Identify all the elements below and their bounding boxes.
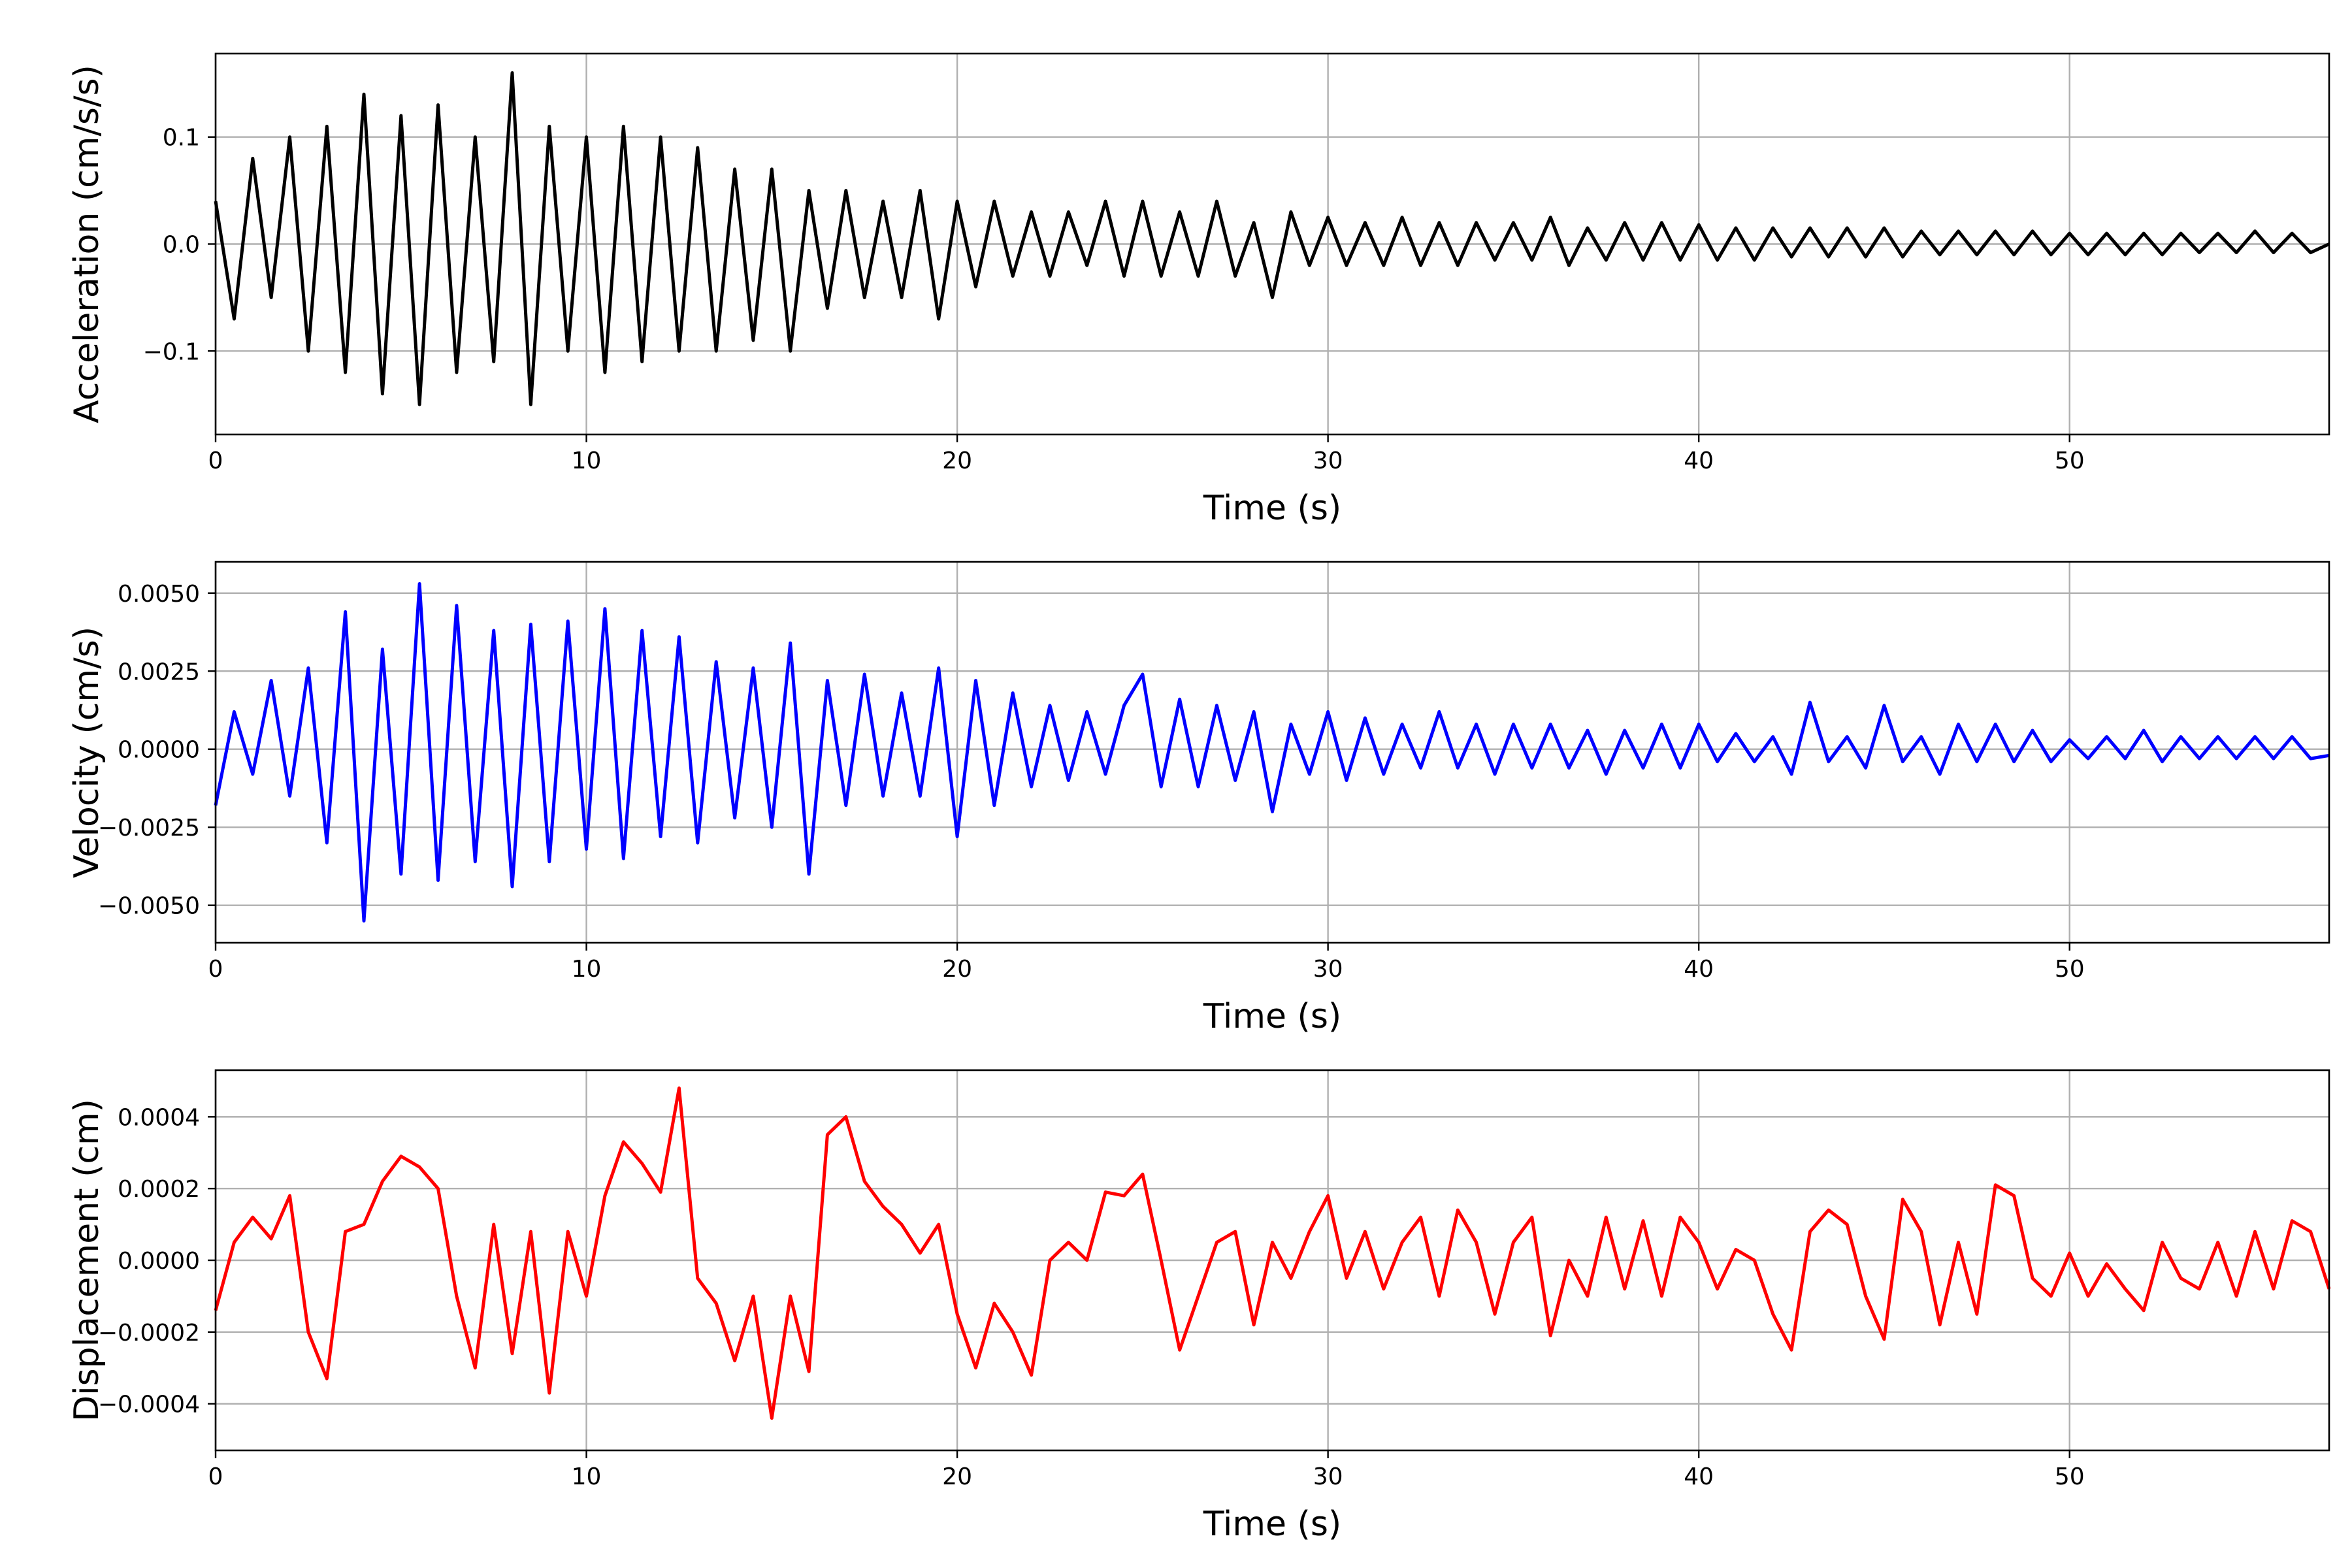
acceleration-xtick-label-3: 30 [1313, 448, 1343, 474]
displacement-y-axis-label: Displacement (cm) [67, 1099, 106, 1422]
velocity-xtick-label-3: 30 [1313, 956, 1343, 983]
acceleration-ytick-label-1: 0.0 [163, 232, 200, 259]
acceleration-xtick-label-5: 50 [2055, 448, 2085, 474]
velocity-xtick-label-0: 0 [208, 956, 223, 983]
displacement-panel: 0 10 20 30 40 50 0.0004 0.0002 0.0000 −0.0002 −0.0… [67, 1069, 2331, 1544]
velocity-ytick-label-0: 0.0050 [118, 581, 200, 608]
acceleration-xtick-label-4: 40 [1684, 448, 1714, 474]
displacement-ytick-label-1: 0.0002 [118, 1176, 200, 1203]
displacement-xtick-label-2: 20 [942, 1463, 972, 1490]
acceleration-series-line-0 [214, 71, 2330, 406]
displacement-x-axis-label: Time (s) [1203, 1505, 1341, 1544]
displacement-xtick-label-3: 30 [1313, 1463, 1343, 1490]
velocity-x-axis-label: Time (s) [1203, 997, 1341, 1036]
acceleration-xtick-label-0: 0 [208, 448, 223, 474]
velocity-ytick-label-3: −0.0025 [98, 815, 200, 841]
displacement-xtick-label-0: 0 [208, 1463, 223, 1490]
velocity-series-line-0 [214, 582, 2330, 923]
displacement-ytick-label-0: 0.0004 [118, 1104, 200, 1131]
velocity-panel: 0 10 20 30 40 50 0.0050 0.0025 0.0000 −0.0025 −0.0… [67, 561, 2330, 1036]
acceleration-x-axis-label: Time (s) [1203, 489, 1341, 528]
acceleration-xtick-label-2: 20 [942, 448, 972, 474]
displacement-ytick-label-3: −0.0002 [98, 1320, 200, 1347]
velocity-plot-frame [214, 561, 2330, 944]
velocity-xtick-label-4: 40 [1684, 956, 1714, 983]
acceleration-ytick-label-0: 0.1 [163, 125, 200, 152]
acceleration-y-axis-label: Acceleration (cm/s/s) [67, 65, 106, 423]
acceleration-panel: 0 10 20 30 40 50 0.1 0.0 −0.1 Time (s) Acceleratio… [67, 52, 2330, 528]
velocity-ytick-label-1: 0.0025 [118, 659, 200, 685]
displacement-ytick-label-4: −0.0004 [98, 1392, 200, 1418]
displacement-xtick-label-5: 50 [2055, 1463, 2085, 1490]
displacement-series-line-0 [214, 1086, 2331, 1420]
displacement-xtick-label-4: 40 [1684, 1463, 1714, 1490]
acceleration-xtick-label-1: 10 [572, 448, 602, 474]
velocity-ytick-label-4: −0.0050 [98, 893, 200, 920]
acceleration-ytick-label-2: −0.1 [143, 338, 200, 365]
velocity-xtick-label-2: 20 [942, 956, 972, 983]
velocity-xtick-label-1: 10 [572, 956, 602, 983]
velocity-ytick-label-2: 0.0000 [118, 737, 200, 764]
displacement-ytick-label-2: 0.0000 [118, 1248, 200, 1275]
displacement-xtick-label-1: 10 [572, 1463, 602, 1490]
velocity-y-axis-label: Velocity (cm/s) [67, 627, 106, 878]
velocity-xtick-label-5: 50 [2055, 956, 2085, 983]
